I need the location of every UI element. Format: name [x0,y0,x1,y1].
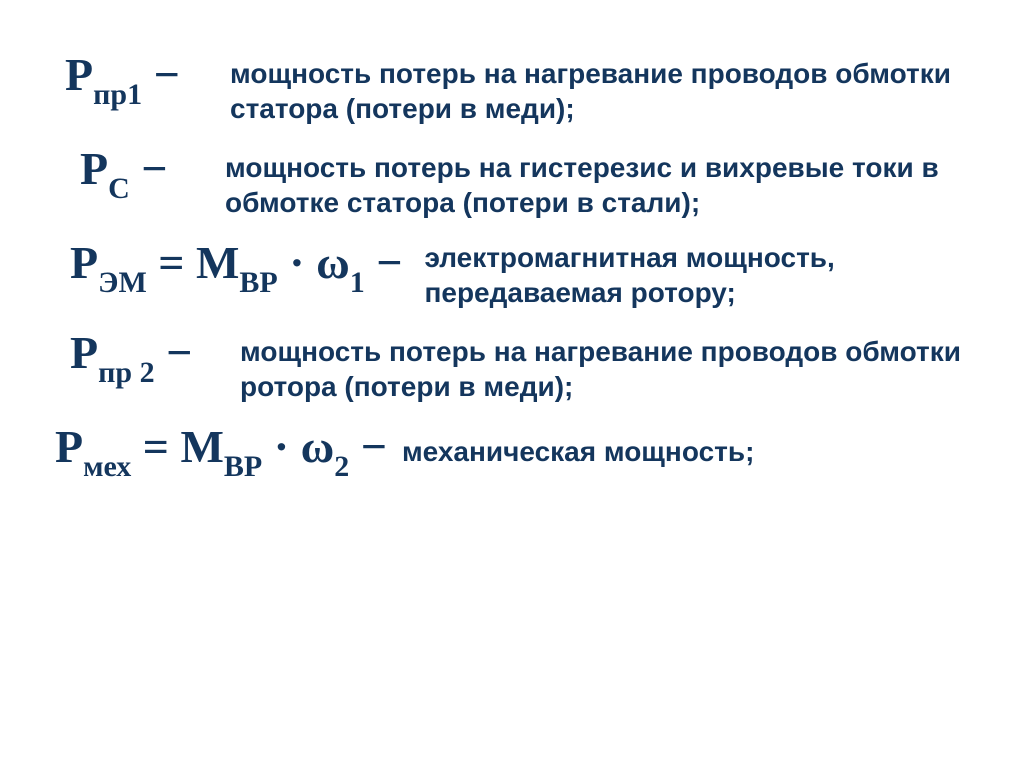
definition-row-p-mech: Pмех = MВР · ω2 − механическая мощность; [65,422,984,479]
symbol-main: P [80,143,108,194]
dash: − [349,421,387,472]
rhs-sub: ВР [224,450,262,483]
symbol-main: P [70,327,98,378]
dash: − [142,49,180,100]
lhs-main: P [55,421,83,472]
lhs-sub: ЭМ [98,266,147,299]
formula-p-c: PС − [80,144,225,201]
symbol-sub: С [108,172,130,205]
omega: ω [316,237,350,288]
definition-row-p-pr2: Pпр 2 − мощность потерь на нагревание пр… [65,328,984,404]
omega-sub: 2 [334,450,349,483]
omega-sub: 1 [350,266,365,299]
definition-row-p-em: PЭМ = MВР · ω1 − электромагнитная мощнос… [65,238,984,310]
dot: · [278,237,316,288]
description-p-pr2: мощность потерь на нагревание проводов о… [240,328,984,404]
omega: ω [301,421,335,472]
symbol-sub: пр 2 [98,356,154,389]
rhs-sub: ВР [239,266,277,299]
rhs-main: M [180,421,223,472]
description-p-pr1: мощность потерь на нагревание проводов о… [230,50,984,126]
formula-p-pr1: Pпр1 − [65,50,230,107]
description-p-mech: механическая мощность; [402,422,754,469]
dash: − [365,237,403,288]
rhs-main: M [196,237,239,288]
symbol-main: P [65,49,93,100]
formula-p-pr2: Pпр 2 − [70,328,240,385]
symbol-sub: пр1 [93,78,142,111]
dot: · [262,421,300,472]
lhs-main: P [70,237,98,288]
formula-p-em: PЭМ = MВР · ω1 − [70,238,424,295]
dash: − [155,327,193,378]
definition-row-p-pr1: Pпр1 − мощность потерь на нагревание про… [65,50,984,126]
description-p-em: электромагнитная мощность, передаваемая … [424,238,984,310]
equals: = [131,421,180,472]
lhs-sub: мех [83,450,131,483]
formula-p-mech: Pмех = MВР · ω2 − [55,422,402,479]
definition-row-p-c: PС − мощность потерь на гистерезис и вих… [65,144,984,220]
description-p-c: мощность потерь на гистерезис и вихревые… [225,144,984,220]
dash: − [130,143,168,194]
equals: = [147,237,196,288]
definitions-list: Pпр1 − мощность потерь на нагревание про… [0,0,1024,537]
